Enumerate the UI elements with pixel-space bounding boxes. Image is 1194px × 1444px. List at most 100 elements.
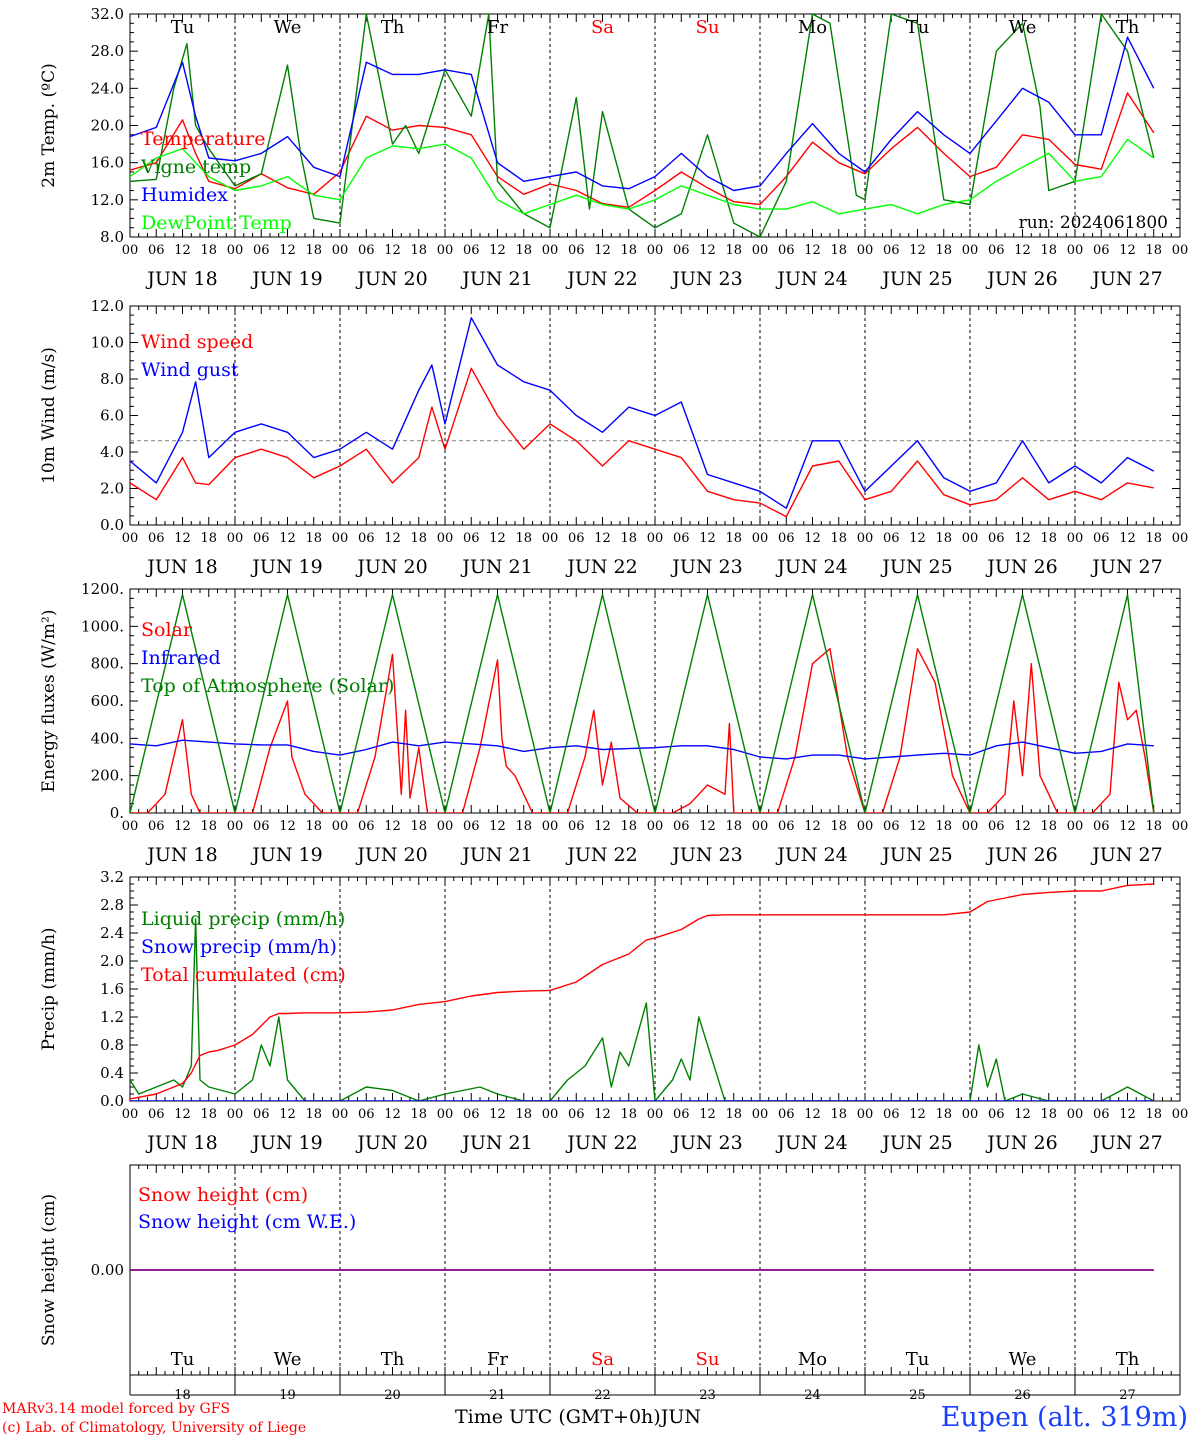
hour-tick-label: 12 xyxy=(489,531,506,546)
hour-tick-label: 00 xyxy=(542,243,559,258)
station-name: Eupen (alt. 319m) xyxy=(940,1402,1188,1433)
date-label: JUN 23 xyxy=(670,844,742,866)
legend-entry: Temperature xyxy=(141,128,265,150)
hour-tick-label: 00 xyxy=(962,1107,979,1122)
footer-model-line: MARv3.14 model forced by GFS xyxy=(2,1401,231,1417)
y-tick-label: 3.2 xyxy=(100,868,124,886)
date-label: JUN 20 xyxy=(355,1132,427,1154)
hour-tick-label: 06 xyxy=(148,531,165,546)
y-tick-label: 0.4 xyxy=(100,1064,124,1082)
hour-tick-label: 12 xyxy=(1014,1107,1031,1122)
hour-tick-label: 00 xyxy=(857,243,874,258)
hour-tick-label: 12 xyxy=(1014,243,1031,258)
hour-tick-label: 06 xyxy=(463,1107,480,1122)
hour-tick-label: 12 xyxy=(174,1107,191,1122)
day-name-label: We xyxy=(1009,1349,1037,1370)
y-axis-label: 10m Wind (m/s) xyxy=(39,347,59,484)
hour-tick-label: 18 xyxy=(830,819,847,834)
day-name-label: Tu xyxy=(171,1349,195,1370)
y-tick-label: 0.0 xyxy=(100,516,124,534)
hour-tick-label: 18 xyxy=(1040,1107,1057,1122)
date-label: JUN 27 xyxy=(1090,844,1162,866)
legend-entry: Snow height (cm) xyxy=(138,1184,308,1206)
hour-tick-label: 00 xyxy=(962,531,979,546)
hour-tick-label: 00 xyxy=(857,531,874,546)
panel-4: 0.0 0.4 0.8 1.2 1.6 2.0 2.4 2.8 3.2 Precip (mm/h)… xyxy=(39,868,1188,1154)
day-name-label: Tu xyxy=(906,17,930,38)
hour-tick-label: 18 xyxy=(935,819,952,834)
date-label: JUN 22 xyxy=(565,1132,637,1154)
day-name-label: Fr xyxy=(487,17,508,38)
hour-tick-label: 00 xyxy=(437,243,454,258)
y-tick-label: 12.0 xyxy=(91,297,124,315)
hour-tick-label: 00 xyxy=(437,1107,454,1122)
hour-tick-label: 00 xyxy=(122,1107,139,1122)
series-line-0 xyxy=(130,92,1155,209)
hour-tick-label: 06 xyxy=(988,531,1005,546)
hour-tick-label: 06 xyxy=(883,243,900,258)
hour-tick-label: 00 xyxy=(122,243,139,258)
y-tick-label: 8.0 xyxy=(100,370,124,388)
date-label: JUN 22 xyxy=(565,844,637,866)
hour-tick-label: 00 xyxy=(752,243,769,258)
hour-tick-label: 06 xyxy=(1093,819,1110,834)
series-line-0 xyxy=(130,367,1154,518)
date-label: JUN 23 xyxy=(670,1132,742,1154)
series-line-2 xyxy=(130,883,1154,1100)
legend-entry: Solar xyxy=(141,619,193,641)
date-label: JUN 20 xyxy=(355,844,427,866)
day-name-label: Su xyxy=(696,17,720,38)
hour-tick-label: 18 xyxy=(305,819,322,834)
day-name-label: Th xyxy=(381,1349,405,1370)
legend-entry: Wind gust xyxy=(141,359,239,381)
day-name-label: Th xyxy=(381,17,405,38)
y-tick-label: 1.2 xyxy=(100,1008,124,1026)
hour-tick-label: 12 xyxy=(594,531,611,546)
date-label: JUN 22 xyxy=(565,268,637,290)
hour-tick-label: 18 xyxy=(830,243,847,258)
y-axis-label: Precip (mm/h) xyxy=(39,927,59,1050)
hour-tick-label: 00 xyxy=(647,819,664,834)
y-axis-label: Snow height (cm) xyxy=(39,1194,59,1346)
hour-tick-label: 18 xyxy=(1040,243,1057,258)
hour-tick-label: 12 xyxy=(699,243,716,258)
date-label: JUN 22 xyxy=(565,556,637,578)
hour-tick-label: 12 xyxy=(1119,243,1136,258)
y-tick-label: 800. xyxy=(91,655,124,673)
hour-tick-label: 18 xyxy=(305,1107,322,1122)
day-name-label: Mo xyxy=(798,17,827,38)
hour-tick-label: 18 xyxy=(1145,531,1162,546)
hour-tick-label: 06 xyxy=(358,243,375,258)
hour-tick-label: 00 xyxy=(857,819,874,834)
y-tick-label: 1.6 xyxy=(100,980,124,998)
hour-tick-label: 00 xyxy=(1067,1107,1084,1122)
legend-entry: DewPoint Temp xyxy=(141,212,292,234)
hour-tick-label: 06 xyxy=(463,819,480,834)
hour-tick-label: 06 xyxy=(673,531,690,546)
hour-tick-label: 12 xyxy=(489,819,506,834)
legend-entry: Snow height (cm W.E.) xyxy=(138,1211,356,1233)
hour-tick-label: 18 xyxy=(515,531,532,546)
hour-tick-label: 00 xyxy=(227,243,244,258)
hour-tick-label: 18 xyxy=(410,819,427,834)
hour-tick-label: 06 xyxy=(988,243,1005,258)
hour-tick-label: 18 xyxy=(410,1107,427,1122)
time-axis-title-text: Time UTC (GMT+0h) xyxy=(455,1406,661,1428)
legend-entry: Top of Atmosphere (Solar) xyxy=(141,675,394,697)
hour-tick-label: 00 xyxy=(122,819,139,834)
y-tick-label: 1000. xyxy=(81,617,124,635)
y-tick-label: 2.0 xyxy=(100,480,124,498)
day-name-label: Tu xyxy=(906,1349,930,1370)
panel-3: 0. 200. 400. 600. 800. 1000. 1200. Energy fluxe… xyxy=(39,580,1188,866)
hour-tick-label: 00 xyxy=(332,1107,349,1122)
hour-tick-label: 06 xyxy=(358,531,375,546)
hour-tick-label: 06 xyxy=(463,531,480,546)
hour-tick-label: 06 xyxy=(988,1107,1005,1122)
y-tick-label: 0.8 xyxy=(100,1036,124,1054)
series-line-0 xyxy=(130,918,1155,1101)
series-group xyxy=(130,317,1155,518)
hour-tick-label: 00 xyxy=(647,243,664,258)
date-label: JUN 18 xyxy=(145,268,217,290)
hour-tick-label: 18 xyxy=(1040,531,1057,546)
